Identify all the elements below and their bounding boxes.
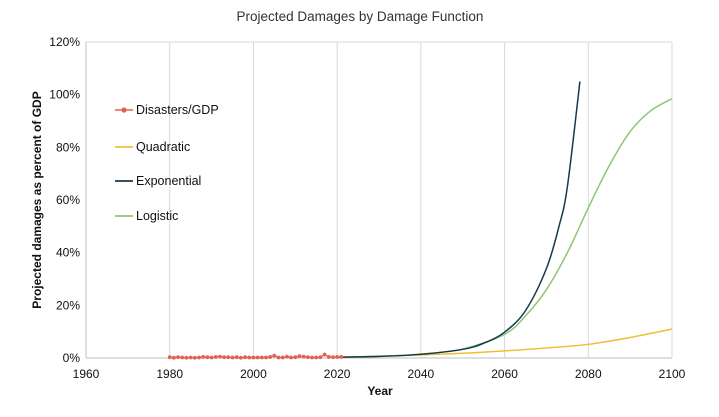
series-layer xyxy=(167,81,673,360)
disasters-gdp-point xyxy=(255,355,260,360)
disasters-gdp-point xyxy=(268,355,273,359)
disasters-gdp-point xyxy=(331,355,335,360)
x-tick-label: 1960 xyxy=(73,367,100,381)
disasters-gdp-point xyxy=(301,354,306,359)
x-tick-label: 2000 xyxy=(240,367,267,381)
disasters-gdp-point xyxy=(259,355,264,360)
disasters-gdp-point xyxy=(188,355,193,360)
disasters-gdp-point xyxy=(201,355,206,359)
gridlines xyxy=(86,41,673,358)
disasters-gdp-point xyxy=(205,355,210,360)
exponential-line xyxy=(337,81,581,358)
disasters-gdp-point xyxy=(234,355,239,360)
disasters-gdp-point xyxy=(318,355,323,360)
disasters-gdp-point xyxy=(172,355,176,360)
disasters-gdp-point xyxy=(226,355,231,360)
x-axis-label: Year xyxy=(367,384,393,398)
disasters-gdp-point xyxy=(218,354,222,359)
disasters-gdp-point xyxy=(180,355,185,360)
x-tick-label: 2100 xyxy=(659,367,686,381)
x-tick-label: 2080 xyxy=(575,367,602,381)
disasters-gdp-point xyxy=(247,355,252,360)
disasters-gdp-point xyxy=(192,355,197,360)
y-tick-label: 80% xyxy=(56,140,80,154)
y-axis-label: Projected damages as percent of GDP xyxy=(30,91,44,308)
y-tick-label: 40% xyxy=(56,246,80,260)
disasters-gdp-point xyxy=(293,355,298,360)
disasters-gdp-point xyxy=(280,355,285,360)
legend: Disasters/GDP Quadratic Exponential Logisti… xyxy=(115,103,219,223)
disasters-gdp-point xyxy=(222,355,227,360)
x-tick-label: 2020 xyxy=(324,367,351,381)
disasters-gdp-point xyxy=(176,355,180,360)
disasters-gdp-point xyxy=(243,355,247,360)
legend-label-logistic: Logistic xyxy=(136,209,178,223)
disasters-gdp-point xyxy=(213,355,218,359)
legend-label-quadratic: Quadratic xyxy=(136,140,190,154)
disasters-gdp-point xyxy=(209,355,214,360)
axes: 1960 1980 2000 2020 2040 2060 2080 2100 0% 20% 40%… xyxy=(49,35,685,381)
chart-title: Projected Damages by Damage Function xyxy=(237,9,484,24)
disasters-gdp-point xyxy=(238,355,243,360)
disasters-gdp-point xyxy=(285,354,289,359)
disasters-gdp-point xyxy=(230,355,235,360)
x-tick-label: 2040 xyxy=(408,367,435,381)
y-tick-label: 60% xyxy=(56,193,80,207)
disasters-gdp-point xyxy=(264,355,268,360)
disasters-gdp-point xyxy=(197,355,201,360)
disasters-gdp-point xyxy=(276,355,281,360)
legend-label-disasters-gdp: Disasters/GDP xyxy=(136,103,219,117)
disasters-gdp-point xyxy=(184,355,189,360)
disasters-gdp-point xyxy=(310,355,314,360)
disasters-gdp-point xyxy=(339,355,344,359)
disasters-gdp-point xyxy=(305,355,310,360)
legend-label-exponential: Exponential xyxy=(136,174,201,188)
y-tick-label: 0% xyxy=(63,351,81,365)
legend-marker-disasters-gdp xyxy=(121,107,127,113)
disasters-gdp-point xyxy=(314,355,319,360)
disasters-gdp-point xyxy=(322,352,327,357)
x-tick-label: 2060 xyxy=(491,367,518,381)
disasters-gdp-point xyxy=(335,355,340,359)
disasters-gdp-point xyxy=(289,355,293,360)
y-tick-label: 20% xyxy=(56,298,80,312)
y-tick-label: 100% xyxy=(49,88,80,102)
disasters-gdp-point xyxy=(251,355,256,360)
disasters-gdp-point xyxy=(326,355,331,359)
y-tick-label: 120% xyxy=(49,35,80,49)
disasters-gdp-point xyxy=(167,355,172,360)
disasters-gdp-point xyxy=(272,353,277,358)
disasters-gdp-point xyxy=(297,354,302,359)
x-tick-label: 1980 xyxy=(156,367,183,381)
